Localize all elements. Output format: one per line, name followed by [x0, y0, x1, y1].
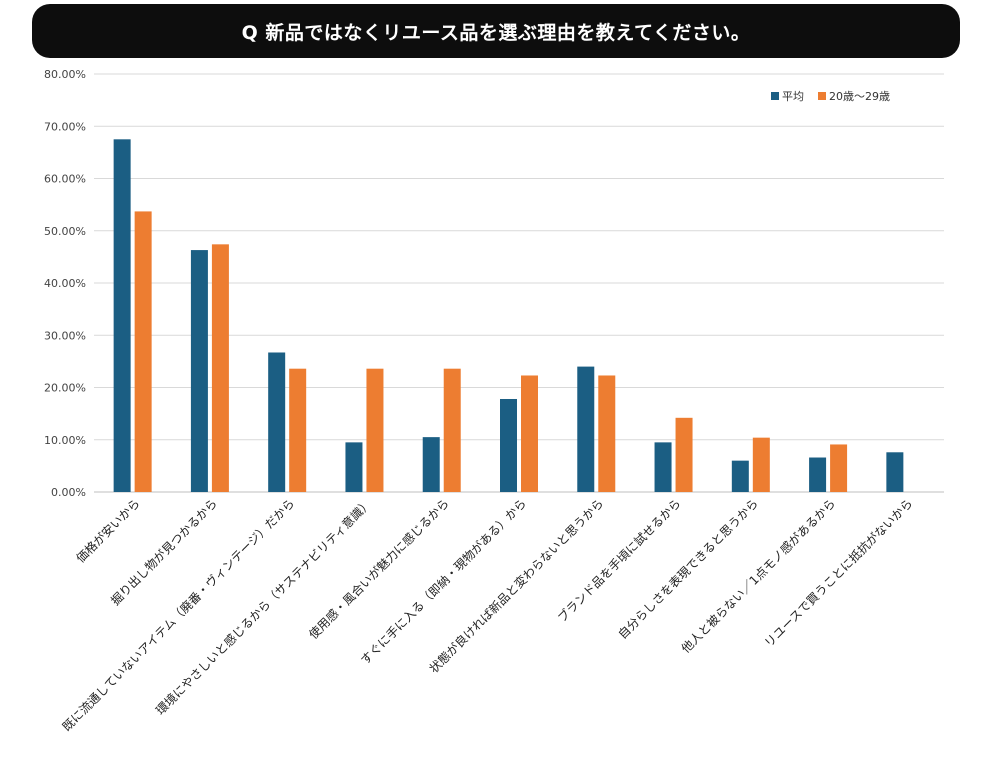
bar-average	[268, 352, 286, 492]
bar-average	[345, 442, 363, 492]
category-label: すぐに手に入る（即納・現物がある）から	[357, 496, 529, 668]
y-tick-label: 80.00%	[44, 68, 86, 81]
y-tick-label: 30.00%	[44, 329, 86, 342]
legend-label: 20歳～29歳	[829, 90, 890, 103]
category-label: 他人と被らない／1点モノ感があるから	[678, 496, 838, 656]
category-label: ブランド品を手頃に試せるから	[554, 496, 683, 625]
bar-age-20-29	[443, 368, 461, 492]
y-tick-label: 10.00%	[44, 434, 86, 447]
category-label: 自分らしさを表現できると思うから	[615, 496, 760, 641]
y-tick-label: 50.00%	[44, 225, 86, 238]
bar-age-20-29	[752, 437, 770, 492]
bar-average	[577, 366, 595, 492]
bar-average	[731, 460, 749, 492]
bar-average	[809, 457, 827, 492]
bar-age-20-29	[211, 244, 229, 492]
bar-age-20-29	[675, 417, 693, 492]
gridlines	[94, 73, 944, 493]
bar-average	[113, 139, 131, 492]
bar-average	[654, 442, 672, 492]
question-title: Q 新品ではなくリユース品を選ぶ理由を教えてください。	[32, 4, 960, 58]
legend-label: 平均	[782, 90, 804, 103]
y-tick-label: 0.00%	[51, 486, 86, 499]
bar-average	[500, 398, 517, 492]
legend-swatch	[771, 92, 779, 100]
bar-age-20-29	[598, 375, 616, 492]
y-axis-ticks: 0.00% 10.00% 20.00% 30.00% 40.00% 50.00% 60.00…	[44, 68, 86, 499]
category-label: 価格が安いから	[73, 496, 143, 566]
bar-age-20-29	[830, 444, 848, 492]
category-labels: 価格が安いから掘り出し物が見つかるから既に流通していないアイテム（廃番・ヴィンテ…	[59, 496, 916, 734]
y-tick-label: 40.00%	[44, 277, 86, 290]
bar-average	[190, 250, 208, 492]
y-tick-label: 60.00%	[44, 173, 86, 186]
bar-age-20-29	[289, 368, 307, 492]
bar-age-20-29	[366, 368, 384, 492]
legend: 平均 20歳～29歳	[771, 90, 890, 103]
bar-average	[422, 437, 440, 492]
category-label: 状態が良ければ新品と変わらないと思うから	[426, 496, 606, 676]
category-label: 使用感・風合いが魅力に感じるから	[305, 496, 451, 642]
y-tick-label: 20.00%	[44, 382, 86, 395]
y-tick-label: 70.00%	[44, 120, 86, 133]
bar-age-20-29	[521, 375, 538, 492]
bar-average	[886, 452, 904, 492]
bar-age-20-29	[134, 211, 152, 493]
bars	[113, 139, 904, 493]
category-label: リユースで買うことに抵抗がないから	[761, 496, 915, 650]
legend-swatch	[818, 92, 826, 100]
